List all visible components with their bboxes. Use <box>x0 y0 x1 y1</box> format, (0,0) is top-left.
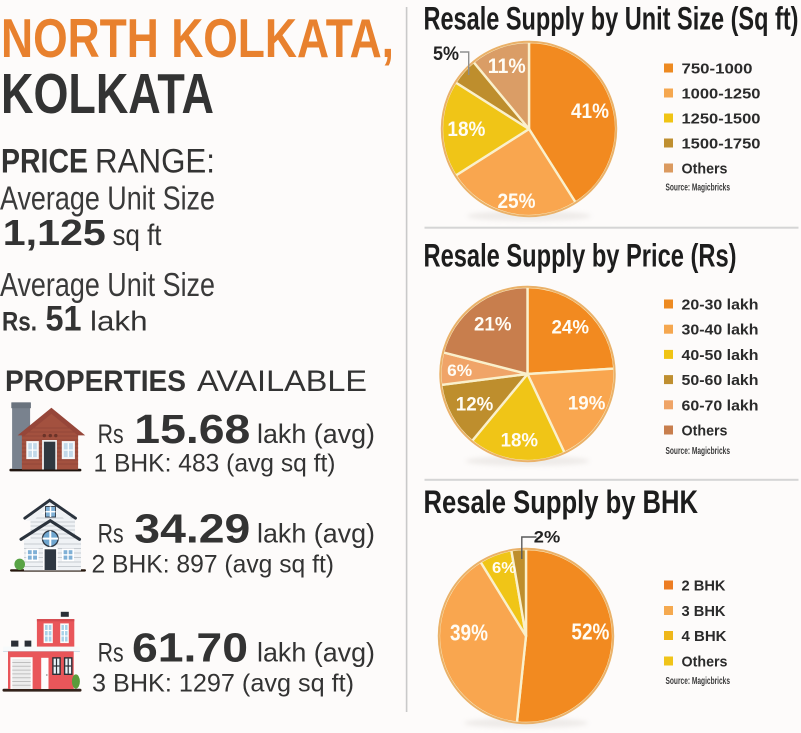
svg-text:20-30 lakh: 20-30 lakh <box>682 296 759 313</box>
svg-text:61.70: 61.70 <box>132 625 248 671</box>
svg-text:51: 51 <box>46 299 82 339</box>
svg-text:15.68: 15.68 <box>134 406 250 452</box>
svg-text:21%: 21% <box>474 315 512 336</box>
svg-text:12%: 12% <box>456 395 494 416</box>
svg-text:Average Unit Size: Average Unit Size <box>0 267 215 304</box>
svg-text:3 BHK: 1297 (avg sq ft): 3 BHK: 1297 (avg sq ft) <box>92 669 354 697</box>
svg-text:lakh (avg): lakh (avg) <box>257 518 375 548</box>
svg-text:lakh: lakh <box>90 306 148 337</box>
svg-text:1000-1250: 1000-1250 <box>682 85 761 102</box>
svg-text:1250-1500: 1250-1500 <box>682 110 761 127</box>
svg-text:Resale Supply by Unit Size (Sq: Resale Supply by Unit Size (Sq ft) <box>424 1 799 37</box>
svg-text:Rs: Rs <box>98 518 124 548</box>
svg-text:KOLKATA: KOLKATA <box>1 62 214 125</box>
svg-text:18%: 18% <box>447 117 485 141</box>
svg-text:1,125: 1,125 <box>3 212 106 253</box>
svg-text:50-60 lakh: 50-60 lakh <box>682 372 759 389</box>
svg-text:4 BHK: 4 BHK <box>682 628 727 645</box>
svg-text:RANGE:: RANGE: <box>95 142 215 180</box>
svg-text:5%: 5% <box>433 43 459 65</box>
svg-text:Rs: Rs <box>98 638 124 668</box>
svg-text:Others: Others <box>682 653 728 670</box>
svg-text:lakh (avg): lakh (avg) <box>257 419 375 449</box>
svg-text:11%: 11% <box>488 54 526 78</box>
svg-text:3 BHK: 3 BHK <box>682 603 726 620</box>
svg-text:18%: 18% <box>501 431 539 452</box>
svg-text:40-50 lakh: 40-50 lakh <box>682 347 759 364</box>
svg-text:6%: 6% <box>492 560 516 577</box>
svg-text:lakh (avg): lakh (avg) <box>257 638 375 668</box>
svg-text:Others: Others <box>682 160 728 177</box>
svg-text:Average Unit Size: Average Unit Size <box>0 181 215 218</box>
svg-text:NORTH KOLKATA,: NORTH KOLKATA, <box>1 8 394 69</box>
svg-text:34.29: 34.29 <box>134 505 250 551</box>
svg-text:Source: Magicbricks: Source: Magicbricks <box>666 182 731 194</box>
svg-text:2 BHK: 2 BHK <box>682 577 726 594</box>
svg-text:Others: Others <box>682 422 728 439</box>
svg-text:24%: 24% <box>552 318 590 339</box>
svg-text:52%: 52% <box>571 619 609 645</box>
svg-text:Resale Supply by BHK: Resale Supply by BHK <box>424 484 699 520</box>
svg-text:Source: Magicbricks: Source: Magicbricks <box>666 445 731 457</box>
svg-text:Source: Magicbricks: Source: Magicbricks <box>666 675 731 687</box>
svg-text:1 BHK: 483 (avg sq ft): 1 BHK: 483 (avg sq ft) <box>94 449 336 477</box>
svg-text:41%: 41% <box>571 99 609 123</box>
svg-text:2 BHK: 897 (avg sq ft): 2 BHK: 897 (avg sq ft) <box>92 551 335 579</box>
svg-text:750-1000: 750-1000 <box>682 60 753 77</box>
svg-text:60-70 lakh: 60-70 lakh <box>682 397 759 414</box>
svg-text:Resale Supply by Price (Rs): Resale Supply by Price (Rs) <box>424 238 737 274</box>
svg-text:Rs.: Rs. <box>2 307 37 337</box>
svg-text:AVAILABLE: AVAILABLE <box>197 365 367 398</box>
svg-text:sq ft: sq ft <box>113 219 163 252</box>
svg-text:39%: 39% <box>450 620 488 646</box>
svg-text:PRICE: PRICE <box>1 142 88 180</box>
svg-text:30-40 lakh: 30-40 lakh <box>682 322 759 339</box>
svg-text:PROPERTIES: PROPERTIES <box>5 365 186 398</box>
svg-text:Rs: Rs <box>98 419 124 449</box>
svg-text:6%: 6% <box>447 362 472 380</box>
svg-text:1500-1750: 1500-1750 <box>682 135 761 152</box>
svg-text:25%: 25% <box>498 189 536 213</box>
svg-text:19%: 19% <box>568 394 606 415</box>
svg-text:2%: 2% <box>534 528 561 546</box>
